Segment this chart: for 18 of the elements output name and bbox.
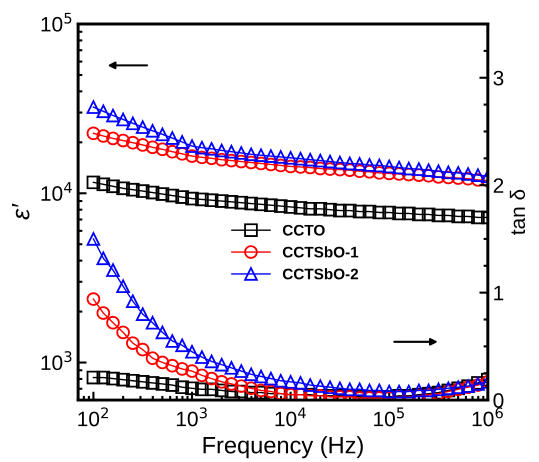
x-tick-label: 10$^{5}$	[374, 408, 404, 426]
y2-axis-title: tan δ	[510, 190, 526, 235]
y2-tick-label: 1	[494, 286, 504, 300]
y-axis-title: ε′	[12, 204, 30, 220]
x-tick-label: 10$^{3}$	[176, 407, 207, 426]
y2-tick-label: 0	[493, 393, 504, 408]
y2-tick-label: 2	[494, 178, 504, 193]
x-axis-title: Frequency (Hz)	[204, 436, 363, 458]
x-tick-label: 10$^{6}$	[472, 407, 503, 426]
legend-label: CCTSbO-2	[282, 268, 358, 280]
y-tick-label: 10$^{5}$	[42, 12, 72, 32]
y2-tick-label: 3	[493, 70, 504, 86]
legend-label: CCTO	[282, 224, 325, 236]
y-tick-label: 10$^{3}$	[42, 351, 72, 370]
x-tick-label: 10$^{2}$	[78, 407, 108, 426]
x-tick-label: 10$^{4}$	[276, 408, 306, 426]
legend-label: CCTSbO-1	[282, 246, 358, 258]
y-tick-label: 10$^{4}$	[42, 182, 72, 201]
